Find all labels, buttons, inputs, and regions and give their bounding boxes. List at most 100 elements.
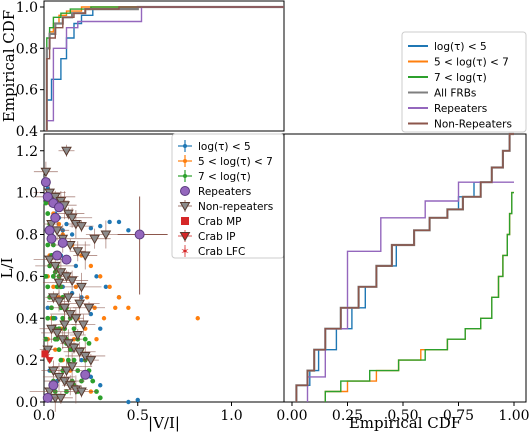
scatter-legend-swatch xyxy=(181,217,189,225)
repeater-marker xyxy=(42,392,53,403)
cdf-legend-label: log(τ) < 5 xyxy=(434,41,487,53)
scatter-legend-swatch xyxy=(183,174,187,178)
top-ytick-label: 0.4 xyxy=(16,124,38,140)
scatter-point-long-tau xyxy=(45,211,51,216)
repeater-marker xyxy=(54,202,64,213)
scatter-legend-label: 5 < log(τ) < 7 xyxy=(198,156,273,168)
scatter-point-short-tau xyxy=(73,263,79,269)
nonrepeater-marker xyxy=(76,282,87,293)
top-cdf-frame xyxy=(43,0,285,132)
repeater-marker xyxy=(40,177,51,188)
right-xtick-label: 0.75 xyxy=(443,408,474,424)
scatter-legend-swatch xyxy=(183,159,187,163)
top-cdf-line-4 xyxy=(46,6,284,131)
scatter-point-mid-tau xyxy=(98,274,103,279)
nonrepeater-marker xyxy=(70,314,82,324)
scatter-point-short-tau xyxy=(135,397,140,403)
nonrepeater-marker xyxy=(74,299,85,310)
scatter-point-long-tau xyxy=(43,200,49,206)
top-ytick-label: 0.8 xyxy=(16,41,38,57)
repeater-marker xyxy=(44,225,55,236)
repeater-marker xyxy=(61,254,72,265)
scatter-legend: log(τ) < 5 5 < log(τ) < 7 7 < log(τ) Repeat… xyxy=(171,133,285,259)
scatter-point-long-tau xyxy=(56,347,62,353)
scatter-point-mid-tau xyxy=(135,316,140,321)
scatter-legend-label: Repeaters xyxy=(198,186,251,198)
scatter-point-long-tau xyxy=(82,336,88,342)
scatter-point-short-tau xyxy=(107,219,112,225)
scatter-point-long-tau xyxy=(45,315,51,321)
nonrepeater-marker xyxy=(51,328,63,339)
nonrepeater-marker xyxy=(48,366,59,377)
scatter-point-short-tau xyxy=(98,326,103,331)
cdf-legend-label: All FRBs xyxy=(434,88,476,100)
crab-lfc-marker: ✶ xyxy=(42,351,51,363)
nonrepeater-marker xyxy=(66,276,78,287)
scatter-point-short-tau xyxy=(88,226,94,231)
scatter-point-long-tau xyxy=(97,395,103,401)
top-cdf-ylabel: Empirical CDF xyxy=(0,10,18,122)
top-ytick-label: 0.6 xyxy=(16,83,38,99)
scatter-legend-label: Crab LFC xyxy=(198,246,245,258)
right-xtick-label: 0.00 xyxy=(276,408,307,424)
nonrepeater-marker xyxy=(61,146,72,157)
scatter-ytick-label: 0.0 xyxy=(16,395,38,411)
nonrepeater-marker xyxy=(40,167,52,178)
scatter-legend-label: log(τ) < 5 xyxy=(198,141,251,153)
nonrepeater-marker xyxy=(59,320,70,331)
nonrepeater-marker xyxy=(83,303,95,314)
scatter-legend-swatch: ✶ xyxy=(180,246,189,258)
scatter-point-short-tau xyxy=(116,219,122,225)
right-xtick-label: 0.50 xyxy=(387,408,418,424)
scatter-point-short-tau xyxy=(64,221,69,227)
cdf-legend-label: Repeaters xyxy=(434,103,487,115)
right-cdf-line-5 xyxy=(295,133,514,402)
scatter-point-short-tau xyxy=(69,232,75,237)
repeater-marker xyxy=(46,233,57,244)
scatter-legend-label: 7 < log(τ) xyxy=(198,171,251,183)
scatter-point-short-tau xyxy=(94,274,99,279)
top-ytick-label: 1.0 xyxy=(16,0,38,16)
scatter-ytick-label: 0.4 xyxy=(16,311,38,327)
cdf-legend-label: Non-Repeaters xyxy=(434,119,512,131)
scatter-point-long-tau xyxy=(71,357,77,363)
nonrepeater-marker xyxy=(66,213,78,224)
scatter-ytick-label: 1.2 xyxy=(16,144,38,160)
repeater-marker xyxy=(50,212,61,223)
scatter-point-mid-tau xyxy=(126,305,131,310)
scatter-ytick-label: 0.6 xyxy=(16,269,38,285)
right-cdf-line-3 xyxy=(295,132,514,402)
top-cdf-line-1 xyxy=(46,6,284,131)
scatter-ytick-label: 0.8 xyxy=(16,228,38,244)
scatter-ytick-label: 0.2 xyxy=(16,353,38,369)
top-cdf-line-3 xyxy=(45,5,284,131)
nonrepeater-marker xyxy=(100,230,112,241)
scatter-point-short-tau xyxy=(98,223,103,229)
nonrepeater-marker xyxy=(66,362,78,372)
repeater-marker xyxy=(42,191,53,202)
scatter-point-mid-tau xyxy=(88,263,94,269)
scatter-xtick-label: 1.0 xyxy=(220,408,242,424)
right-cdf-line-1 xyxy=(324,191,514,402)
repeater-marker xyxy=(134,229,145,240)
nonrepeater-marker xyxy=(51,226,63,236)
scatter-point-short-tau xyxy=(103,284,109,290)
scatter-point-long-tau xyxy=(65,357,71,363)
repeater-marker xyxy=(48,380,59,391)
nonrepeater-marker xyxy=(49,261,61,272)
cdf-legend-box xyxy=(401,31,527,133)
right-xtick-label: 1.00 xyxy=(498,408,529,424)
right-cdf-panel: 0.00 0.25 0.50 0.75 1.00 Empirical CDF xyxy=(276,132,530,432)
nonrepeater-marker xyxy=(76,222,87,232)
nonrepeater-marker xyxy=(89,234,100,245)
scatter-xtick-label: 0.0 xyxy=(33,408,55,424)
scatter-point-long-tau xyxy=(90,378,96,384)
scatter-point-short-tau xyxy=(79,357,84,363)
nonrepeater-marker xyxy=(53,297,65,308)
right-cdf-xlabel: Empirical CDF xyxy=(349,414,461,432)
scatter-point-long-tau xyxy=(60,315,66,321)
repeater-marker xyxy=(57,237,68,248)
scatter-legend-swatch xyxy=(180,186,190,196)
nonrepeater-marker xyxy=(42,345,54,356)
